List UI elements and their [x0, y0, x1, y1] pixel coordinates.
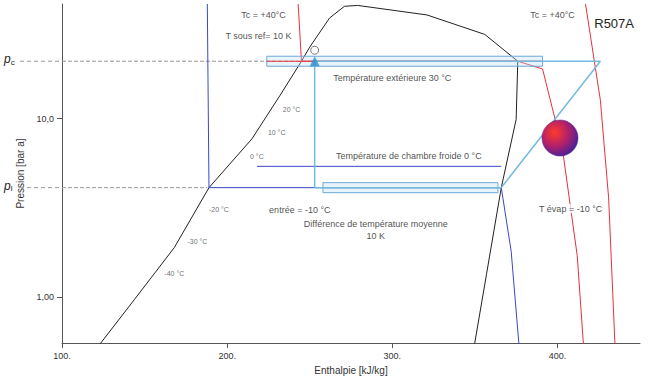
svg-text:-20 °C: -20 °C: [209, 206, 229, 213]
svg-text:Enthalpie [kJ/kg]: Enthalpie [kJ/kg]: [314, 365, 388, 376]
svg-text:-40 °C: -40 °C: [164, 270, 184, 277]
svg-text:-30 °C: -30 °C: [187, 238, 207, 245]
svg-text:Tc = +40°C: Tc = +40°C: [241, 10, 286, 20]
svg-text:100.: 100.: [53, 351, 71, 361]
svg-text:entrée = -10 °C: entrée = -10 °C: [269, 205, 331, 215]
svg-text:300.: 300.: [384, 351, 402, 361]
svg-text:10,0: 10,0: [36, 114, 54, 124]
svg-text:Différence de température moye: Différence de température moyenne: [304, 219, 448, 229]
svg-text:c: c: [11, 58, 15, 67]
svg-text:Température de chambre froide: Température de chambre froide 0 °C: [336, 151, 482, 161]
svg-text:20 °C: 20 °C: [283, 106, 301, 113]
svg-text:Tc = +40°C: Tc = +40°C: [530, 10, 575, 20]
svg-text:Température extérieure 30 °C: Température extérieure 30 °C: [333, 73, 452, 83]
svg-text:200.: 200.: [218, 351, 236, 361]
svg-text:1,00: 1,00: [36, 292, 54, 302]
svg-text:p: p: [4, 178, 11, 193]
svg-text:T sous ref= 10 K: T sous ref= 10 K: [225, 31, 291, 41]
svg-text:Pression [bar a]: Pression [bar a]: [15, 138, 26, 208]
svg-text:0 °C: 0 °C: [250, 153, 264, 160]
svg-text:T évap = -10 °C: T évap = -10 °C: [539, 204, 603, 214]
svg-text:400.: 400.: [549, 351, 567, 361]
svg-text:p: p: [4, 52, 11, 67]
svg-text:10 K: 10 K: [367, 231, 386, 241]
svg-text:R507A: R507A: [594, 16, 634, 31]
svg-text:l: l: [11, 184, 13, 193]
svg-text:10 °C: 10 °C: [268, 129, 286, 136]
